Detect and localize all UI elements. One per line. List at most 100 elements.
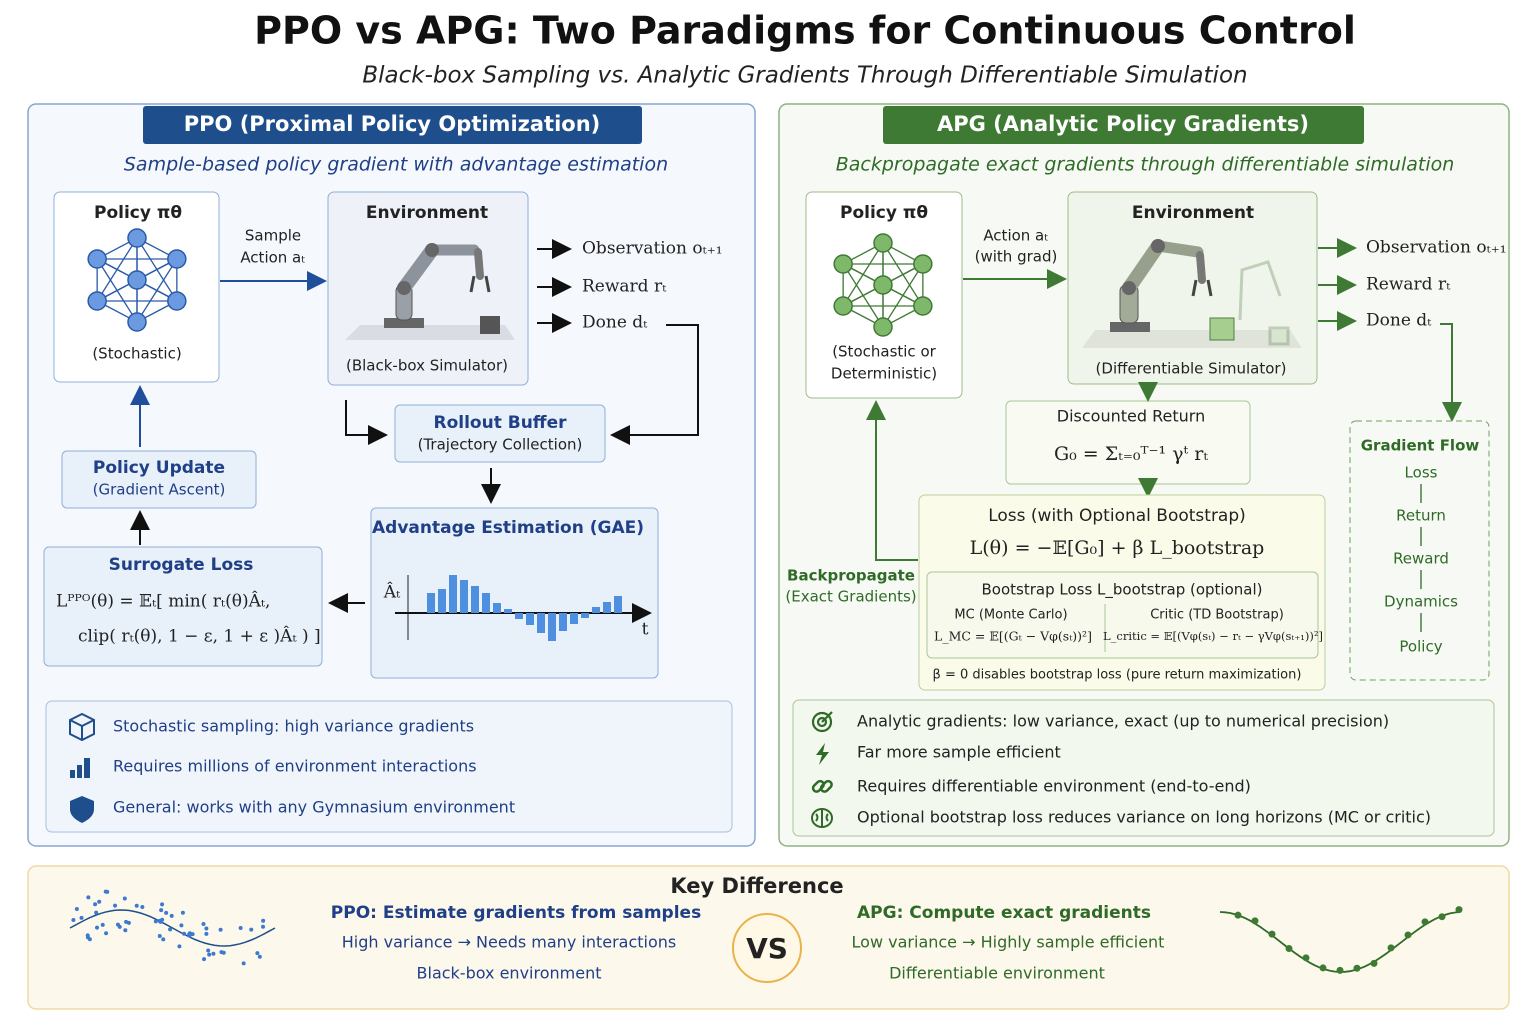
sample-dot xyxy=(179,923,184,928)
return-box xyxy=(1005,400,1251,485)
sample-dot xyxy=(115,922,120,927)
sample-dot xyxy=(218,927,223,932)
policy-box xyxy=(805,191,963,399)
critic-formula: L_critic = 𝔼[(Vφ(sₜ) − rₜ − γVφ(sₜ₊₁))²] xyxy=(1103,629,1323,643)
output-label: Reward rₜ xyxy=(582,277,667,297)
curve-dot xyxy=(1319,964,1327,972)
backprop-label: (Exact Gradients) xyxy=(785,588,916,606)
decoration xyxy=(1268,326,1290,346)
sample-dot xyxy=(97,899,102,904)
decoration xyxy=(425,243,439,257)
sample-dot xyxy=(164,910,169,915)
curve-dot xyxy=(1438,913,1446,921)
decoration xyxy=(77,765,82,778)
return-title: Discounted Return xyxy=(1057,407,1205,426)
sample-dot xyxy=(113,903,118,908)
curve-dot xyxy=(1234,911,1242,919)
decoration xyxy=(69,712,95,742)
vs-circle xyxy=(732,913,802,983)
illustration-bar xyxy=(471,586,479,613)
apg-title: APG (Analytic Policy Gradients) xyxy=(937,112,1309,136)
icon-link xyxy=(811,779,833,793)
network-node xyxy=(127,270,147,290)
sample-dot xyxy=(134,903,139,908)
illustration-bar xyxy=(581,613,589,618)
ppo-note: Requires millions of environment interac… xyxy=(113,757,477,776)
curve-dot xyxy=(1285,944,1293,952)
bootstrap-title: Bootstrap Loss L_bootstrap (optional) xyxy=(982,581,1263,600)
sample-dot xyxy=(157,934,162,939)
icon-bolt xyxy=(816,743,829,765)
ppo-notes-box xyxy=(45,700,733,833)
axis-label: Âₜ xyxy=(383,582,401,603)
decoration xyxy=(397,281,411,295)
illustration-bar xyxy=(449,575,457,613)
decoration xyxy=(69,719,95,740)
illustration-bar xyxy=(570,613,578,624)
sample-dot xyxy=(187,933,192,938)
network-node xyxy=(913,254,933,274)
sample-dot xyxy=(211,951,216,956)
apg-note: Analytic gradients: low variance, exact … xyxy=(857,712,1389,731)
apg-notes-box xyxy=(792,699,1495,837)
illustration-bar xyxy=(614,596,622,613)
decoration xyxy=(1238,260,1282,321)
illustration-bar xyxy=(515,613,523,619)
key-title: Key Difference xyxy=(670,874,843,898)
bootstrap-note: β = 0 disables bootstrap loss (pure retu… xyxy=(933,668,1302,683)
sample-dot xyxy=(122,896,127,901)
gradient-flow-step: Return xyxy=(1396,507,1446,525)
loss-title: Loss (with Optional Bootstrap) xyxy=(988,506,1246,526)
backprop-label: Backpropagate xyxy=(787,567,915,585)
sample-dot xyxy=(140,905,145,910)
surrogate-formula: Lᴾᴾᴼ(θ) = 𝔼ₜ[ min( rₜ(θ)Âₜ, xyxy=(56,591,270,612)
sample-dot xyxy=(206,948,211,953)
curve-dot xyxy=(1302,954,1310,962)
sample-dot xyxy=(93,902,98,907)
curve-dot xyxy=(1353,964,1361,972)
output-label: Done dₜ xyxy=(1366,311,1432,331)
illustration-bar xyxy=(427,593,435,613)
illustration-bar xyxy=(526,613,534,625)
vs-label: VS xyxy=(746,932,788,965)
sample-dot xyxy=(255,951,260,956)
icon-brain xyxy=(811,808,833,828)
ppo-header-bar xyxy=(143,106,642,144)
sample-dot xyxy=(160,902,165,907)
axis-label: t xyxy=(642,620,649,640)
ppo-subtitle: Sample-based policy gradient with advant… xyxy=(124,154,668,176)
icon-bars xyxy=(70,758,90,778)
ppo-title: PPO (Proximal Policy Optimization) xyxy=(184,112,601,136)
environment-note: (Black-box Simulator) xyxy=(346,357,508,375)
sample-dot xyxy=(238,926,243,931)
decoration xyxy=(1151,239,1165,253)
decoration xyxy=(345,325,515,340)
gradient-flow-title: Gradient Flow xyxy=(1361,437,1480,455)
illustration-bar xyxy=(460,580,468,613)
decoration xyxy=(474,248,484,280)
decoration xyxy=(1122,281,1136,295)
sample-dot xyxy=(100,922,105,927)
action-label: Action aₜ xyxy=(240,249,305,267)
gradient-flow-box xyxy=(1349,420,1490,681)
sample-dot xyxy=(249,927,254,932)
network-node xyxy=(873,317,893,337)
action-label: Sample xyxy=(245,227,301,245)
network-node xyxy=(873,275,893,295)
policy-note: (Stochastic or xyxy=(832,343,936,361)
network-edge xyxy=(136,258,178,323)
title: PPO vs APG: Two Paradigms for Continuous… xyxy=(254,9,1356,53)
apg-header-bar xyxy=(883,106,1364,144)
network-node xyxy=(833,254,853,274)
icon-target xyxy=(811,711,833,733)
environment-title: Environment xyxy=(366,203,488,223)
surrogate-box xyxy=(43,546,323,667)
decoration xyxy=(1209,317,1235,341)
environment-title: Environment xyxy=(1132,203,1254,223)
smooth-gradient-illustration xyxy=(1219,906,1463,974)
sample-dot xyxy=(160,917,165,922)
bootstrap-box xyxy=(926,571,1319,659)
illustration-bar xyxy=(537,613,545,633)
sample-dot xyxy=(169,913,174,918)
mc-label: MC (Monte Carlo) xyxy=(954,608,1067,623)
